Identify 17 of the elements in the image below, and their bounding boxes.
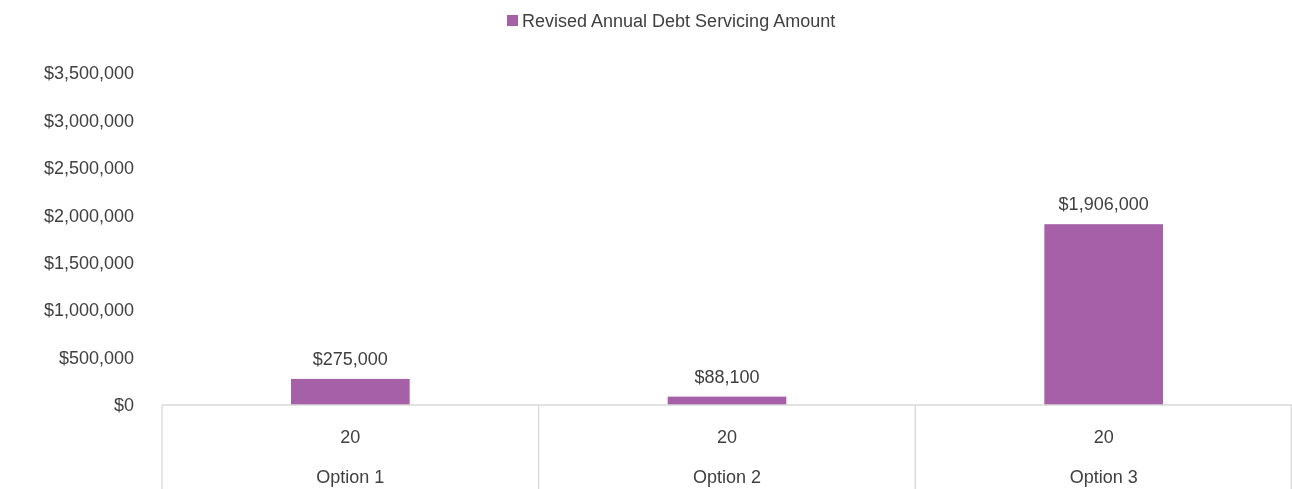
bar [291,378,410,405]
y-tick-label: $2,500,000 [43,158,134,179]
y-tick-label: $1,500,000 [43,253,134,274]
x-tick-label: 20 Option 3 [1069,427,1138,487]
y-tick-label: $0 [113,395,134,416]
legend-label: Revised Annual Debt Servicing Amount [522,11,836,32]
text: $1,906,000 [1058,194,1149,215]
text: $275,000 [312,348,388,369]
text: $88,100 [694,366,760,387]
y-tick-label: $1,000,000 [43,300,134,321]
x-tick-label: 20 Option 1 [316,427,385,487]
y-tick-label: $3,500,000 [43,63,134,84]
x-tick-label: 20 Option 2 [692,427,762,487]
y-tick-label: $3,000,000 [43,110,134,131]
y-tick-label: $2,000,000 [43,205,134,226]
y-tick-label: $500,000 [58,347,134,368]
bar [1044,224,1163,405]
